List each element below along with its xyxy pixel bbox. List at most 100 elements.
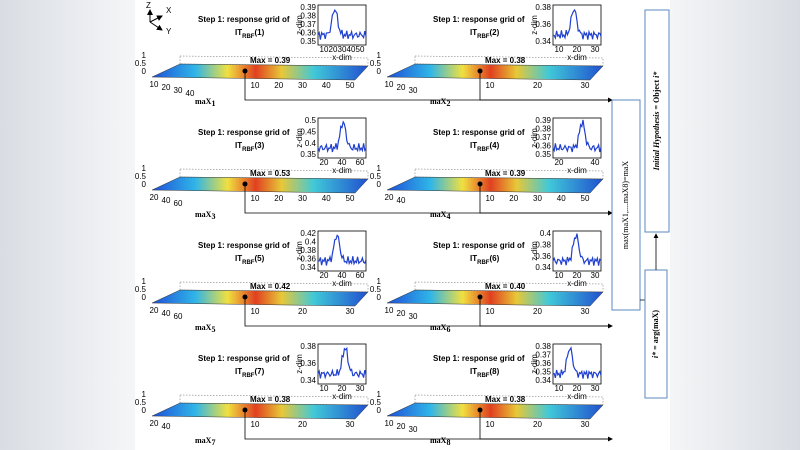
- grid-name: IT: [470, 367, 477, 376]
- inset-x-tick: 40: [591, 158, 600, 167]
- max-label: Max = 0.42: [250, 282, 291, 291]
- surface-width-tick: 40: [322, 194, 331, 203]
- inset-y-label: z-dim: [530, 241, 539, 261]
- surface-depth-tick: 40: [162, 196, 171, 205]
- surface-depth-tick: 20: [385, 193, 394, 202]
- axis-x: X: [166, 6, 172, 15]
- surface-width-tick: 30: [581, 81, 590, 90]
- inset-y-tick: 0.38: [300, 342, 316, 351]
- step-label: Step 1: response grid of: [433, 15, 525, 24]
- inset-x-tick: 50: [356, 45, 365, 54]
- max-label: Max = 0.53: [250, 169, 291, 178]
- inset-x-tick: 30: [591, 45, 600, 54]
- inset-curve: [317, 120, 367, 154]
- grid-subscript: RBF: [242, 260, 255, 266]
- grid-index: (1): [254, 28, 264, 37]
- surface-width-tick: 10: [251, 81, 260, 90]
- inset-x-tick: 30: [591, 271, 600, 280]
- surface: [151, 63, 369, 81]
- output-subscript: 4: [446, 212, 450, 221]
- inset-x-tick: 30: [338, 45, 347, 54]
- surface-z-tick: 0: [377, 293, 382, 302]
- inset-x-tick: 20: [573, 384, 582, 393]
- inset-y-tick: 0.45: [300, 127, 316, 136]
- inset-x-tick: 20: [573, 271, 582, 280]
- surface-depth-tick: 10: [150, 80, 159, 89]
- surface-z-tick: 1: [377, 277, 382, 286]
- step-label: Step 1: response grid of: [198, 354, 290, 363]
- surface-depth-tick: 20: [397, 422, 406, 431]
- surface-z-tick: 0.5: [135, 285, 147, 294]
- inset-x-tick: 30: [591, 384, 600, 393]
- inset-x-tick: 20: [338, 384, 347, 393]
- surface-width-tick: 20: [274, 81, 283, 90]
- step-label: Step 1: response grid of: [198, 15, 290, 24]
- surface-width-tick: 50: [346, 194, 355, 203]
- max-point: [477, 181, 483, 187]
- surface-depth-tick: 60: [174, 199, 183, 208]
- inset-x-tick: 20: [555, 158, 564, 167]
- surface-z-tick: 0.5: [370, 285, 382, 294]
- inset-y-label: z-dim: [295, 354, 304, 374]
- surface-width-tick: 10: [486, 81, 495, 90]
- inset-y-tick: 0.35: [535, 150, 551, 159]
- inset-x-tick: 20: [320, 271, 329, 280]
- surface: [151, 176, 369, 194]
- inset-y-tick: 0.4: [540, 229, 552, 238]
- surface-z-tick: 0: [142, 406, 147, 415]
- inset-y-tick: 0.4: [305, 238, 317, 247]
- surface-width-tick: 20: [274, 194, 283, 203]
- surface-z-tick: 1: [377, 390, 382, 399]
- max-box: [611, 99, 641, 311]
- inset-y-tick: 0.39: [300, 3, 316, 12]
- inset-y-tick: 0.34: [535, 376, 551, 385]
- surface-width-tick: 20: [533, 307, 542, 316]
- output-name: maX: [195, 323, 212, 332]
- hypothesis-symbol: i*: [652, 71, 661, 78]
- inset-y-tick: 0.38: [300, 246, 316, 255]
- inset-y-tick: 0.35: [300, 37, 316, 46]
- grid-index: (6): [489, 254, 499, 263]
- inset-y-tick: 0.36: [535, 359, 551, 368]
- surface-depth-tick: 10: [385, 306, 394, 315]
- inset-frame: [552, 343, 602, 385]
- grid-subscript: RBF: [477, 260, 490, 266]
- surface-depth-tick: 30: [409, 86, 418, 95]
- surface-width-tick: 30: [533, 194, 542, 203]
- step-label: Step 1: response grid of: [433, 354, 525, 363]
- inset-y-tick: 0.35: [300, 150, 316, 159]
- axis-z: Z: [146, 1, 151, 10]
- surface-depth-tick: 10: [385, 419, 394, 428]
- surface: [151, 289, 369, 307]
- output-subscript: 3: [211, 212, 215, 221]
- surface-depth-tick: 20: [150, 306, 159, 315]
- grid-name: IT: [470, 141, 477, 150]
- output-name: maX: [195, 436, 212, 445]
- surface-width-tick: 20: [298, 420, 307, 429]
- surface: [386, 176, 604, 194]
- surface-width-tick: 40: [557, 194, 566, 203]
- inset-x-tick: 40: [338, 271, 347, 280]
- surface-width-tick: 20: [298, 307, 307, 316]
- surface-depth-tick: 40: [186, 89, 195, 98]
- grid-name: IT: [235, 141, 242, 150]
- surface-width-tick: 10: [486, 194, 495, 203]
- inset-y-tick: 0.36: [300, 29, 316, 38]
- grid-label: ITRBF(6): [470, 254, 500, 265]
- surface-depth-tick: 30: [409, 312, 418, 321]
- surface-z-tick: 0: [142, 180, 147, 189]
- surface: [151, 402, 369, 420]
- surface-depth-tick: 20: [150, 419, 159, 428]
- output-subscript: 6: [446, 325, 450, 334]
- surface-depth-tick: 20: [397, 309, 406, 318]
- inset-frame: [317, 117, 367, 159]
- max-point: [242, 181, 248, 187]
- grid-index: (4): [489, 141, 499, 150]
- axis-y: Y: [166, 27, 172, 36]
- surface-depth-tick: 40: [162, 422, 171, 431]
- inset-y-tick: 0.38: [535, 240, 551, 249]
- surface-z-tick: 1: [377, 51, 382, 60]
- surface-width-tick: 50: [346, 81, 355, 90]
- grid-subscript: RBF: [477, 34, 490, 40]
